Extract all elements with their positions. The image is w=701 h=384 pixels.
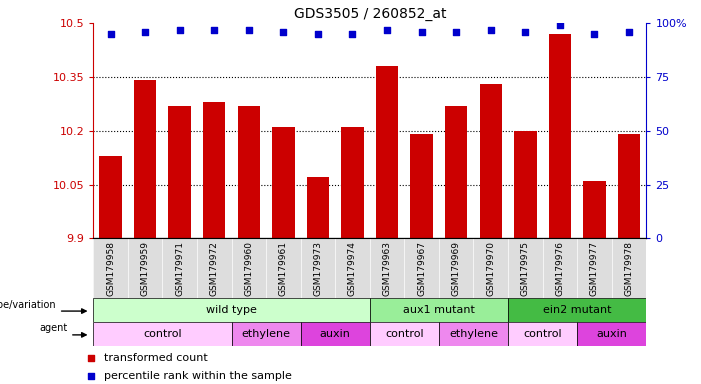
Bar [341, 127, 364, 238]
Point [381, 26, 393, 33]
Bar [370, 322, 439, 346]
Bar [549, 34, 571, 238]
Text: GSM179975: GSM179975 [521, 242, 530, 296]
Text: GSM179977: GSM179977 [590, 242, 599, 296]
Text: GSM179971: GSM179971 [175, 242, 184, 296]
Text: GSM179961: GSM179961 [279, 242, 288, 296]
Point [139, 28, 151, 35]
Text: wild type: wild type [206, 305, 257, 315]
Bar [577, 322, 646, 346]
Point [347, 31, 358, 37]
Bar [508, 322, 577, 346]
Text: ethylene: ethylene [242, 329, 291, 339]
Text: control: control [385, 329, 423, 339]
Point [105, 31, 116, 37]
Bar [618, 134, 640, 238]
Point [174, 26, 185, 33]
Text: percentile rank within the sample: percentile rank within the sample [104, 371, 292, 381]
Bar [583, 181, 606, 238]
Point [278, 28, 289, 35]
Point [416, 28, 427, 35]
Point [554, 22, 566, 28]
Text: ethylene: ethylene [449, 329, 498, 339]
Bar [307, 177, 329, 238]
Text: auxin: auxin [320, 329, 350, 339]
Text: GSM179972: GSM179972 [210, 242, 219, 296]
Text: GSM179974: GSM179974 [348, 242, 357, 296]
Bar [93, 298, 370, 322]
Bar [168, 106, 191, 238]
Text: GSM179959: GSM179959 [141, 242, 149, 296]
Bar [301, 322, 370, 346]
Text: control: control [143, 329, 182, 339]
Bar [376, 66, 398, 238]
Text: auxin: auxin [597, 329, 627, 339]
Bar [272, 127, 294, 238]
Point [243, 26, 254, 33]
Text: GSM179976: GSM179976 [555, 242, 564, 296]
Text: transformed count: transformed count [104, 353, 207, 363]
Point [589, 31, 600, 37]
Bar [410, 134, 433, 238]
Bar [231, 322, 301, 346]
Bar [439, 322, 508, 346]
Bar [370, 298, 508, 322]
Point [209, 26, 220, 33]
Text: GSM179967: GSM179967 [417, 242, 426, 296]
Bar [514, 131, 536, 238]
Text: aux1 mutant: aux1 mutant [403, 305, 475, 315]
Text: ein2 mutant: ein2 mutant [543, 305, 611, 315]
Point [451, 28, 462, 35]
Title: GDS3505 / 260852_at: GDS3505 / 260852_at [294, 7, 446, 21]
Bar [238, 106, 260, 238]
Text: GSM179978: GSM179978 [625, 242, 634, 296]
Point [485, 26, 496, 33]
Text: GSM179960: GSM179960 [244, 242, 253, 296]
Text: GSM179958: GSM179958 [106, 242, 115, 296]
Bar [479, 84, 502, 238]
Text: genotype/variation: genotype/variation [0, 300, 56, 310]
Text: agent: agent [39, 323, 67, 333]
Point [313, 31, 324, 37]
Text: GSM179969: GSM179969 [451, 242, 461, 296]
Text: GSM179963: GSM179963 [383, 242, 392, 296]
Bar [508, 298, 646, 322]
Bar [445, 106, 468, 238]
Bar [203, 102, 226, 238]
Text: control: control [524, 329, 562, 339]
Bar [134, 81, 156, 238]
Point [519, 28, 531, 35]
Bar [93, 322, 231, 346]
Text: GSM179970: GSM179970 [486, 242, 496, 296]
Text: GSM179973: GSM179973 [313, 242, 322, 296]
Bar [100, 156, 122, 238]
Point [623, 28, 634, 35]
